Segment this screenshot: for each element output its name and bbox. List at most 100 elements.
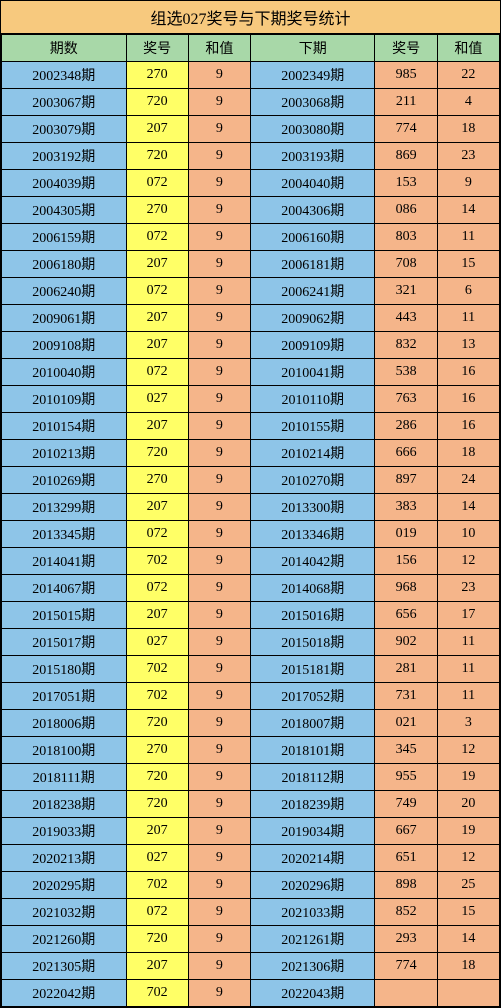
cell-sum1: 9 <box>188 629 250 656</box>
cell-num2: 763 <box>375 386 437 413</box>
cell-sum1: 9 <box>188 386 250 413</box>
table-body: 2002348期27092002349期985222003067期7209200… <box>2 62 500 1007</box>
cell-period2: 2006181期 <box>250 251 375 278</box>
cell-sum1: 9 <box>188 548 250 575</box>
cell-period2: 2004040期 <box>250 170 375 197</box>
cell-sum1: 9 <box>188 656 250 683</box>
cell-sum2: 15 <box>437 251 499 278</box>
cell-sum2: 23 <box>437 575 499 602</box>
cell-num1: 207 <box>126 413 188 440</box>
cell-period1: 2010213期 <box>2 440 127 467</box>
table-title: 组选027奖号与下期奖号统计 <box>1 1 500 34</box>
cell-sum2: 12 <box>437 548 499 575</box>
cell-num1: 027 <box>126 629 188 656</box>
cell-sum1: 9 <box>188 521 250 548</box>
cell-period1: 2010269期 <box>2 467 127 494</box>
table-row: 2020213期02792020214期65112 <box>2 845 500 872</box>
cell-period2: 2004306期 <box>250 197 375 224</box>
cell-num2: 211 <box>375 89 437 116</box>
cell-num1: 207 <box>126 494 188 521</box>
table-row: 2002348期27092002349期98522 <box>2 62 500 89</box>
cell-period2: 2018007期 <box>250 710 375 737</box>
cell-num1: 720 <box>126 926 188 953</box>
cell-sum2: 22 <box>437 62 499 89</box>
header-sum2: 和值 <box>437 35 499 62</box>
cell-sum2: 11 <box>437 305 499 332</box>
cell-sum1: 9 <box>188 359 250 386</box>
header-period1: 期数 <box>2 35 127 62</box>
cell-sum2: 16 <box>437 386 499 413</box>
cell-sum2: 10 <box>437 521 499 548</box>
cell-num2: 667 <box>375 818 437 845</box>
cell-num2: 021 <box>375 710 437 737</box>
table-row: 2010269期27092010270期89724 <box>2 467 500 494</box>
cell-sum1: 9 <box>188 791 250 818</box>
cell-num2: 955 <box>375 764 437 791</box>
cell-period2: 2015018期 <box>250 629 375 656</box>
cell-num2 <box>375 980 437 1007</box>
cell-num2: 019 <box>375 521 437 548</box>
cell-num2: 153 <box>375 170 437 197</box>
cell-num1: 270 <box>126 467 188 494</box>
cell-sum1: 9 <box>188 143 250 170</box>
cell-period1: 2009061期 <box>2 305 127 332</box>
cell-num2: 774 <box>375 116 437 143</box>
cell-sum1: 9 <box>188 467 250 494</box>
table-row: 2013299期20792013300期38314 <box>2 494 500 521</box>
cell-period2: 2010041期 <box>250 359 375 386</box>
cell-num2: 321 <box>375 278 437 305</box>
cell-period2: 2013300期 <box>250 494 375 521</box>
cell-num2: 869 <box>375 143 437 170</box>
table-row: 2021260期72092021261期29314 <box>2 926 500 953</box>
cell-num1: 270 <box>126 737 188 764</box>
cell-sum1: 9 <box>188 602 250 629</box>
cell-num1: 702 <box>126 980 188 1007</box>
cell-period1: 2004305期 <box>2 197 127 224</box>
cell-period1: 2019033期 <box>2 818 127 845</box>
cell-num2: 731 <box>375 683 437 710</box>
table-row: 2018111期72092018112期95519 <box>2 764 500 791</box>
cell-period2: 2006241期 <box>250 278 375 305</box>
cell-num1: 072 <box>126 575 188 602</box>
cell-period2: 2003193期 <box>250 143 375 170</box>
cell-period2: 2015181期 <box>250 656 375 683</box>
table-row: 2014067期07292014068期96823 <box>2 575 500 602</box>
cell-period1: 2003192期 <box>2 143 127 170</box>
cell-num1: 072 <box>126 170 188 197</box>
table-row: 2006240期07292006241期3216 <box>2 278 500 305</box>
cell-period2: 2021261期 <box>250 926 375 953</box>
cell-period2: 2021306期 <box>250 953 375 980</box>
cell-period2: 2018112期 <box>250 764 375 791</box>
cell-period1: 2021305期 <box>2 953 127 980</box>
cell-num1: 702 <box>126 872 188 899</box>
cell-num2: 286 <box>375 413 437 440</box>
table-row: 2010154期20792010155期28616 <box>2 413 500 440</box>
table-row: 2019033期20792019034期66719 <box>2 818 500 845</box>
cell-num2: 852 <box>375 899 437 926</box>
cell-sum1: 9 <box>188 575 250 602</box>
cell-period1: 2006159期 <box>2 224 127 251</box>
cell-period2: 2003068期 <box>250 89 375 116</box>
cell-sum2: 19 <box>437 764 499 791</box>
cell-sum2: 13 <box>437 332 499 359</box>
cell-period1: 2014067期 <box>2 575 127 602</box>
cell-sum2: 18 <box>437 953 499 980</box>
cell-period1: 2010109期 <box>2 386 127 413</box>
cell-num1: 702 <box>126 683 188 710</box>
cell-sum1: 9 <box>188 683 250 710</box>
cell-num1: 207 <box>126 953 188 980</box>
cell-period1: 2018238期 <box>2 791 127 818</box>
table-row: 2009108期20792009109期83213 <box>2 332 500 359</box>
cell-num1: 720 <box>126 710 188 737</box>
cell-period2: 2010214期 <box>250 440 375 467</box>
cell-period1: 2002348期 <box>2 62 127 89</box>
cell-num1: 702 <box>126 656 188 683</box>
cell-num2: 902 <box>375 629 437 656</box>
cell-num2: 708 <box>375 251 437 278</box>
cell-num1: 720 <box>126 143 188 170</box>
cell-sum1: 9 <box>188 116 250 143</box>
cell-period1: 2014041期 <box>2 548 127 575</box>
table-row: 2020295期70292020296期89825 <box>2 872 500 899</box>
cell-period2: 2022043期 <box>250 980 375 1007</box>
cell-sum2: 24 <box>437 467 499 494</box>
